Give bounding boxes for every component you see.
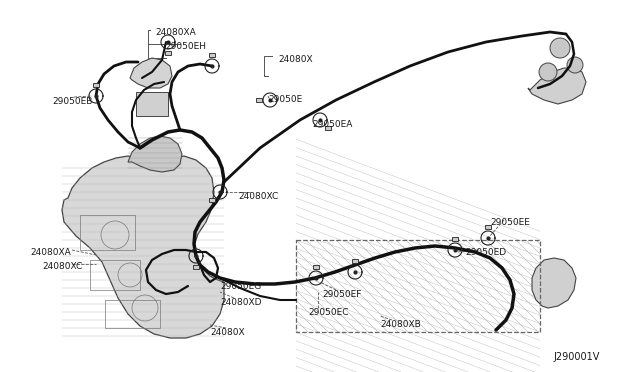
Bar (209, 53, 215, 57)
Bar (165, 51, 171, 55)
Polygon shape (62, 156, 224, 338)
Text: J290001V: J290001V (554, 352, 600, 362)
Text: 29050ED: 29050ED (465, 248, 506, 257)
Polygon shape (528, 68, 586, 104)
Text: 29050EC: 29050EC (308, 308, 349, 317)
Text: 29050EB: 29050EB (52, 97, 92, 106)
Text: 29050EH: 29050EH (165, 42, 206, 51)
Circle shape (550, 38, 570, 58)
Circle shape (567, 57, 583, 73)
Bar (209, 198, 215, 202)
Text: 24080XB: 24080XB (380, 320, 420, 329)
Text: 29050EA: 29050EA (312, 120, 353, 129)
Bar (93, 83, 99, 87)
Polygon shape (130, 58, 172, 88)
Bar (313, 265, 319, 269)
Text: 24080XA: 24080XA (155, 28, 196, 37)
Bar (296, 240, 540, 332)
Polygon shape (532, 258, 576, 308)
Bar (80, 215, 135, 250)
Bar (105, 300, 160, 328)
Text: 24080XD: 24080XD (220, 298, 262, 307)
Text: 24080XC: 24080XC (238, 192, 278, 201)
Bar (352, 259, 358, 263)
Bar (256, 98, 262, 102)
Bar (324, 126, 331, 130)
Bar (136, 92, 168, 116)
Text: 29050EG: 29050EG (220, 282, 261, 291)
Text: 24080XA: 24080XA (30, 248, 71, 257)
Text: 24080X: 24080X (210, 328, 244, 337)
Text: 24080X: 24080X (278, 55, 312, 64)
Bar (90, 260, 140, 290)
Text: 29050EE: 29050EE (490, 218, 530, 227)
Polygon shape (128, 136, 182, 172)
Text: 29050E: 29050E (268, 95, 302, 104)
Circle shape (539, 63, 557, 81)
Bar (485, 225, 491, 229)
Text: 29050EF: 29050EF (322, 290, 362, 299)
Bar (193, 265, 199, 269)
Text: 24080XC: 24080XC (42, 262, 83, 271)
Bar (452, 237, 458, 241)
